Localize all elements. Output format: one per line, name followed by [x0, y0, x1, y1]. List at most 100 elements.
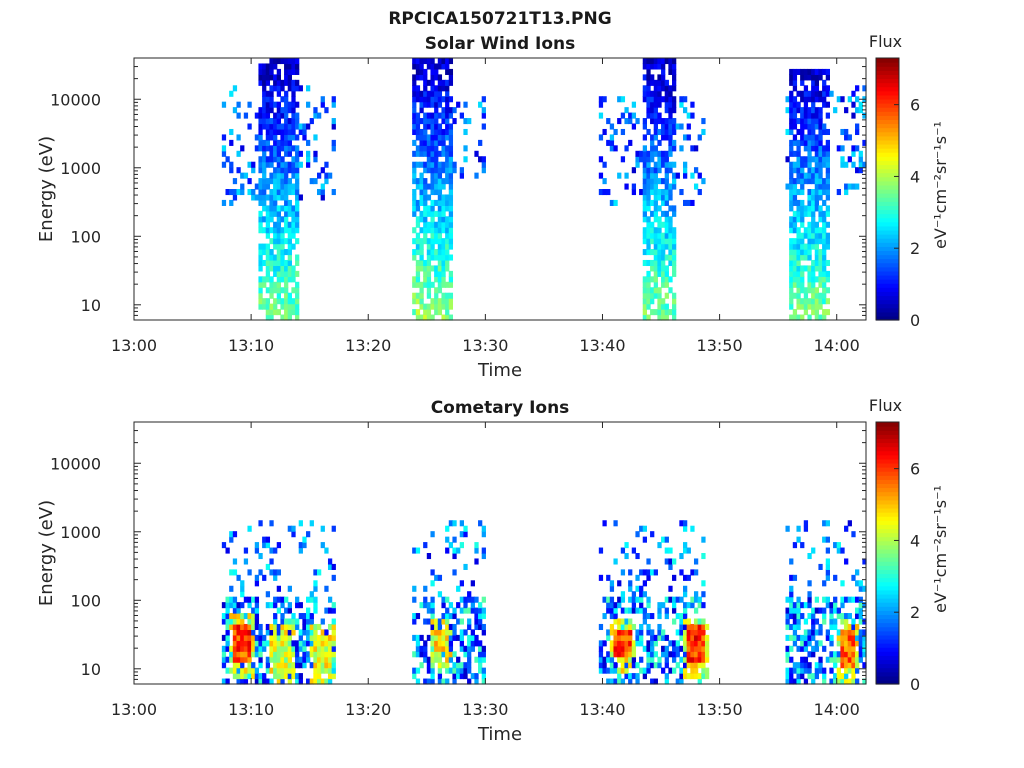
heatmap-cell: [262, 161, 267, 168]
heatmap-cell: [441, 613, 446, 620]
heatmap-cell: [796, 270, 801, 277]
heatmap-cell: [679, 656, 684, 663]
heatmap-cell: [434, 156, 439, 163]
heatmap-cell: [631, 167, 637, 174]
heatmap-cell: [284, 607, 289, 614]
heatmap-cell: [646, 645, 651, 652]
heatmap-cell: [331, 602, 336, 609]
heatmap-cell: [800, 276, 805, 283]
heatmap-cell: [844, 189, 849, 196]
heatmap-cell: [803, 101, 809, 108]
heatmap-cell: [668, 107, 673, 114]
colorbar-swatch: [876, 520, 899, 525]
heatmap-cell: [452, 520, 457, 527]
heatmap-cell: [415, 238, 421, 245]
heatmap-cell: [470, 634, 475, 641]
heatmap-cell: [825, 221, 830, 228]
heatmap-cell: [284, 667, 289, 674]
heatmap-cell: [243, 172, 249, 179]
heatmap-cell: [430, 651, 435, 658]
colorbar-frame: [875, 57, 900, 321]
heatmap-cell: [445, 259, 450, 267]
heatmap-cell: [664, 90, 669, 97]
heatmap-cell: [273, 651, 278, 658]
heatmap-cell: [463, 667, 468, 674]
heatmap-cell: [306, 607, 311, 614]
heatmap-cell: [668, 112, 673, 119]
heatmap-cell: [276, 634, 281, 641]
heatmap-cell: [613, 558, 618, 565]
heatmap-cell: [448, 128, 454, 136]
heatmap-cell: [807, 662, 812, 669]
heatmap-cell: [232, 194, 238, 201]
heatmap-cell: [661, 189, 666, 196]
heatmap-cell: [481, 678, 486, 685]
heatmap-cell: [291, 640, 296, 647]
heatmap-cell: [419, 183, 424, 190]
heatmap-cell: [661, 118, 666, 125]
heatmap-cell: [445, 314, 450, 321]
heatmap-cell: [445, 662, 450, 669]
heatmap-cell: [265, 623, 271, 631]
heatmap-cell: [796, 243, 801, 250]
colorbar-swatch: [876, 557, 899, 562]
heatmap-cell: [269, 205, 274, 212]
heatmap-cell: [280, 667, 285, 674]
colorbar-swatch: [876, 512, 899, 517]
heatmap-cell: [807, 249, 812, 256]
heatmap-cell: [653, 85, 658, 92]
heatmap-cell: [657, 259, 662, 267]
heatmap-cell: [309, 640, 314, 647]
heatmap-cell: [430, 580, 435, 587]
heatmap-cell: [225, 667, 230, 674]
heatmap-cell: [803, 298, 809, 305]
heatmap-cell: [811, 189, 816, 196]
heatmap-cell: [664, 232, 669, 239]
heatmap-cell: [792, 265, 798, 272]
heatmap-cell: [448, 667, 454, 674]
heatmap-cell: [452, 629, 457, 636]
heatmap-cell: [664, 536, 669, 543]
heatmap-cell: [437, 74, 443, 81]
heatmap-cell: [423, 259, 428, 267]
heatmap-cell: [426, 123, 432, 130]
heatmap-cell: [463, 662, 468, 669]
heatmap-cell: [672, 298, 677, 305]
heatmap-cell: [232, 178, 238, 185]
heatmap-cell: [243, 673, 249, 680]
heatmap-cell: [862, 634, 867, 641]
colorbar-swatch: [876, 598, 899, 603]
heatmap-cell: [646, 281, 651, 288]
heatmap-cell: [814, 276, 820, 283]
heatmap-cell: [324, 172, 329, 179]
heatmap-cell: [672, 85, 677, 92]
heatmap-cell: [650, 199, 655, 206]
heatmap-cell: [463, 563, 468, 570]
heatmap-cell: [426, 227, 432, 234]
heatmap-cell: [437, 645, 443, 652]
heatmap-cell: [653, 189, 658, 196]
heatmap-cell: [317, 640, 322, 647]
heatmap-cell: [280, 613, 285, 620]
heatmap-cell: [602, 640, 607, 647]
colorbar-tick-label: 2: [910, 239, 920, 258]
heatmap-cell: [287, 79, 292, 86]
heatmap-cell: [295, 205, 300, 212]
heatmap-cell: [295, 183, 300, 190]
heatmap-cell: [825, 161, 830, 168]
heatmap-cell: [434, 183, 439, 190]
heatmap-cell: [459, 629, 464, 636]
heatmap-cell: [679, 101, 684, 108]
heatmap-cell: [269, 63, 274, 70]
heatmap-cell: [269, 134, 274, 141]
heatmap-cell: [445, 656, 450, 663]
heatmap-cell: [792, 634, 798, 641]
heatmap-cell: [668, 596, 673, 603]
heatmap-cell: [262, 112, 267, 119]
heatmap-cell: [273, 150, 278, 157]
heatmap-cell: [258, 128, 263, 136]
heatmap-cell: [265, 662, 271, 669]
heatmap-cell: [324, 547, 329, 554]
heatmap-cell: [851, 183, 856, 190]
heatmap-cell: [276, 287, 281, 294]
